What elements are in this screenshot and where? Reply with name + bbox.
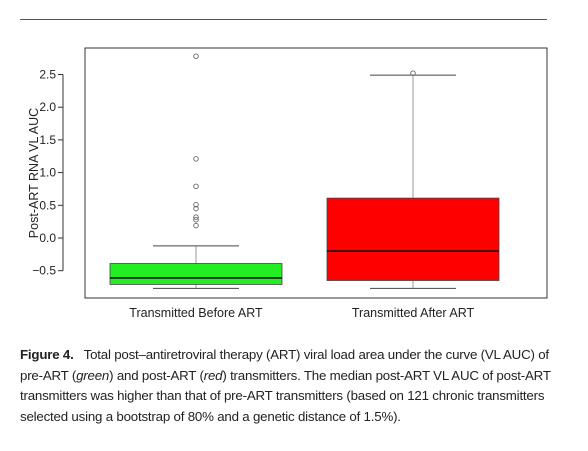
y-tick-label: 0.5 <box>39 198 56 212</box>
outlier-point <box>193 216 199 223</box>
outlier-point <box>410 70 416 76</box>
box-plot: −0.5 0.0 0.5 1.0 1.5 2.0 2.5 Transmitted Before… <box>27 47 548 320</box>
caption-text-2: ) and post-ART ( <box>109 367 204 383</box>
outlier-point <box>193 53 199 59</box>
y-tick-label: 1.0 <box>39 166 56 180</box>
outlier-point <box>193 183 199 190</box>
y-tick-label: 2.0 <box>39 100 56 114</box>
outlier-point <box>193 156 199 162</box>
caption-text-3: ) transmitters. The median post-ART VL A… <box>20 367 551 424</box>
iqr-box <box>326 197 500 281</box>
outlier-point <box>193 205 199 212</box>
y-tick-label: 0.0 <box>39 231 56 245</box>
figure-caption: Figure 4. Total post–antiretroviral thera… <box>20 345 555 427</box>
plot-frame <box>84 47 548 299</box>
y-tick-label: 1.5 <box>39 133 56 147</box>
top-rule <box>20 19 547 20</box>
figure-label: Figure 4. <box>20 347 74 362</box>
outlier-point <box>193 214 199 220</box>
y-axis-title: Post-ART RNA VL AUC <box>27 108 41 238</box>
caption-green-word: green <box>76 367 110 383</box>
y-tick-label: 2.5 <box>39 68 56 82</box>
caption-red-word: red <box>203 367 223 383</box>
y-tick-label: −0.5 <box>32 264 56 278</box>
x-category-label: Transmitted Before ART <box>129 306 263 320</box>
x-category-label: Transmitted After ART <box>352 306 475 320</box>
caption-text-1: Total post–antiretroviral therapy (ART) … <box>20 347 549 383</box>
outlier-point <box>193 201 199 208</box>
outlier-point <box>193 222 199 229</box>
iqr-box <box>109 263 283 285</box>
